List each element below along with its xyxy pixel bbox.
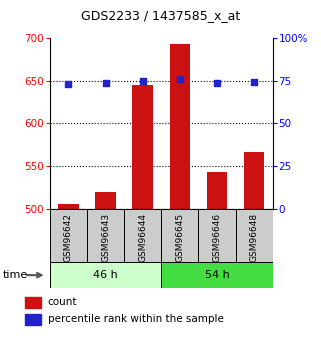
Bar (50, 262, 161, 288)
Bar (207, 172, 227, 209)
Point (177, 76, 182, 82)
Bar (25, 297, 40, 308)
Text: percentile rank within the sample: percentile rank within the sample (48, 315, 224, 324)
Text: GSM96645: GSM96645 (175, 213, 184, 262)
Bar (198, 209, 236, 262)
Bar (161, 262, 273, 288)
Text: 54 h: 54 h (205, 270, 230, 280)
Point (140, 78, 145, 83)
Point (252, 80, 257, 85)
Text: count: count (48, 297, 77, 307)
Text: GSM96642: GSM96642 (64, 213, 73, 262)
Bar (236, 209, 273, 262)
Bar (133, 85, 153, 209)
Bar (95, 192, 116, 209)
Text: GSM96648: GSM96648 (250, 213, 259, 262)
Bar (170, 44, 190, 209)
Point (214, 80, 220, 86)
Text: 46 h: 46 h (93, 270, 118, 280)
Text: GSM96644: GSM96644 (138, 213, 147, 262)
Text: GDS2233 / 1437585_x_at: GDS2233 / 1437585_x_at (81, 9, 240, 22)
Text: GSM96646: GSM96646 (213, 213, 221, 262)
Point (103, 80, 108, 86)
Bar (58, 205, 79, 209)
Bar (50, 209, 87, 262)
Text: time: time (3, 270, 29, 280)
Bar (87, 209, 124, 262)
Text: GSM96643: GSM96643 (101, 213, 110, 262)
Bar (161, 209, 198, 262)
Bar (244, 151, 265, 209)
Point (66, 81, 71, 87)
Bar (124, 209, 161, 262)
Bar (25, 314, 40, 325)
